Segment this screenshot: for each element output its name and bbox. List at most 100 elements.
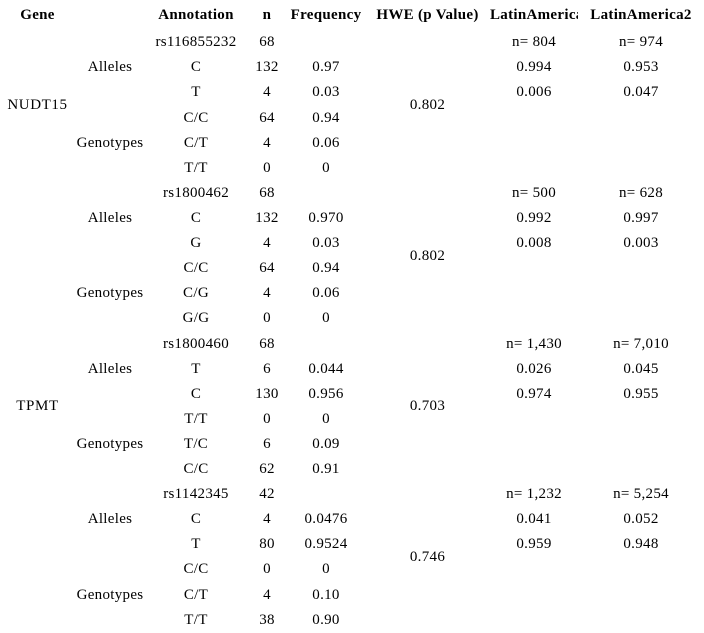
la1-cell [490,407,578,432]
n-cell: 80 [259,536,275,553]
header-row: Gene Annotation n Frequency HWE (p Value… [0,0,704,30]
la1-cell [490,256,578,281]
table-row: G/G 0 0 [0,306,704,331]
annotation-cell: T/C [183,435,209,452]
la1-cell [490,131,578,156]
table-row: C/C 0 0 [0,557,704,582]
la1-cell: 0.959 [516,536,552,553]
n-cell: 62 [259,461,275,478]
la1-n-cell: n= 804 [511,34,556,51]
col-header-latinamerica2: LatinAmerica2 [590,6,692,23]
table-row: T 80 0.9524 0.959 0.948 [0,532,704,557]
la1-cell: 0.026 [516,360,552,377]
group-cell [75,256,145,281]
n-cell: 42 [259,486,275,503]
la1-cell [490,156,578,181]
frequency-cell: 0.03 [312,84,340,101]
col-header-n: n [262,6,272,23]
n-cell: 68 [259,335,275,352]
table-row: Genotypes C/T 4 0.06 [0,131,704,156]
frequency-cell: 0.03 [312,235,340,252]
la1-cell [490,557,578,582]
annotation-cell: G/G [182,310,210,327]
frequency-cell [287,482,365,507]
n-cell: 0 [263,561,271,578]
n-cell: 130 [255,385,279,402]
n-cell: 4 [263,84,271,101]
la1-cell: 0.974 [516,385,552,402]
annotation-cell: C/C [183,109,209,126]
annotation-cell: C [190,385,202,402]
n-cell: 38 [259,611,275,628]
frequency-cell: 0.06 [312,134,340,151]
group-cell [75,382,145,407]
la1-cell: 0.992 [516,209,552,226]
frequency-cell: 0.97 [312,59,340,76]
la2-n-cell: n= 5,254 [613,486,669,503]
gene-cell [0,482,75,633]
n-cell: 4 [263,235,271,252]
n-cell: 0 [263,310,271,327]
n-cell: 4 [263,586,271,603]
group-cell [75,482,145,507]
frequency-cell: 0.90 [312,611,340,628]
frequency-cell: 0.970 [308,209,344,226]
annotation-cell: C/C [183,461,209,478]
group-cell: Genotypes [76,435,144,452]
n-cell: 6 [263,360,271,377]
col-header-frequency: Frequency [290,6,362,23]
frequency-cell: 0.044 [308,360,344,377]
frequency-cell: 0.06 [312,285,340,302]
table-row: Genotypes C/G 4 0.06 [0,281,704,306]
table-row: Genotypes T/C 6 0.09 [0,432,704,457]
n-cell: 132 [255,209,279,226]
annotation-cell: rs116855232 [155,34,237,51]
la2-cell [578,281,704,306]
n-cell: 64 [259,260,275,277]
table-row: rs1142345 42 0.746 n= 1,232 n= 5,254 [0,482,704,565]
hwe-cell: 0.802 [409,247,446,264]
la1-cell: 0.006 [516,84,552,101]
frequency-cell [287,331,365,356]
n-cell: 0 [263,410,271,427]
table-row: G 4 0.03 0.008 0.003 [0,231,704,256]
la1-cell [490,608,578,633]
annotation-cell: T [191,536,201,553]
group-cell [75,181,145,206]
table-row: Genotypes C/T 4 0.10 [0,583,704,608]
la2-cell [578,407,704,432]
annotation-cell: G [190,235,202,252]
n-cell: 4 [263,134,271,151]
frequency-cell [287,30,365,55]
group-cell [75,331,145,356]
frequency-cell: 0.94 [312,109,340,126]
annotation-cell: C/T [183,586,209,603]
frequency-cell: 0.09 [312,435,340,452]
annotation-cell: C/C [183,561,209,578]
annotation-cell: T/T [184,410,208,427]
la2-cell: 0.047 [623,84,659,101]
la1-cell [490,583,578,608]
annotation-cell: T [191,84,201,101]
group-cell [75,557,145,582]
frequency-cell: 0.94 [312,260,340,277]
col-header-annotation: Annotation [158,6,234,23]
la1-cell [490,306,578,331]
table-row: T/T 38 0.90 [0,608,704,633]
table-row: Alleles C 132 0.970 0.992 0.997 [0,206,704,231]
la2-n-cell: n= 628 [618,184,663,201]
table-row: Alleles C 4 0.0476 0.041 0.052 [0,507,704,532]
la2-cell [578,105,704,130]
group-cell [75,457,145,482]
annotation-cell: C [190,511,202,528]
group-cell: Genotypes [76,134,144,151]
hwe-cell: 0.802 [409,96,446,113]
col-header-spacer [75,0,145,30]
la2-cell: 0.997 [623,209,659,226]
la2-cell [578,306,704,331]
la1-cell [490,281,578,306]
la1-n-cell: n= 1,430 [506,335,562,352]
annotation-cell: C [190,209,202,226]
n-cell: 64 [259,109,275,126]
